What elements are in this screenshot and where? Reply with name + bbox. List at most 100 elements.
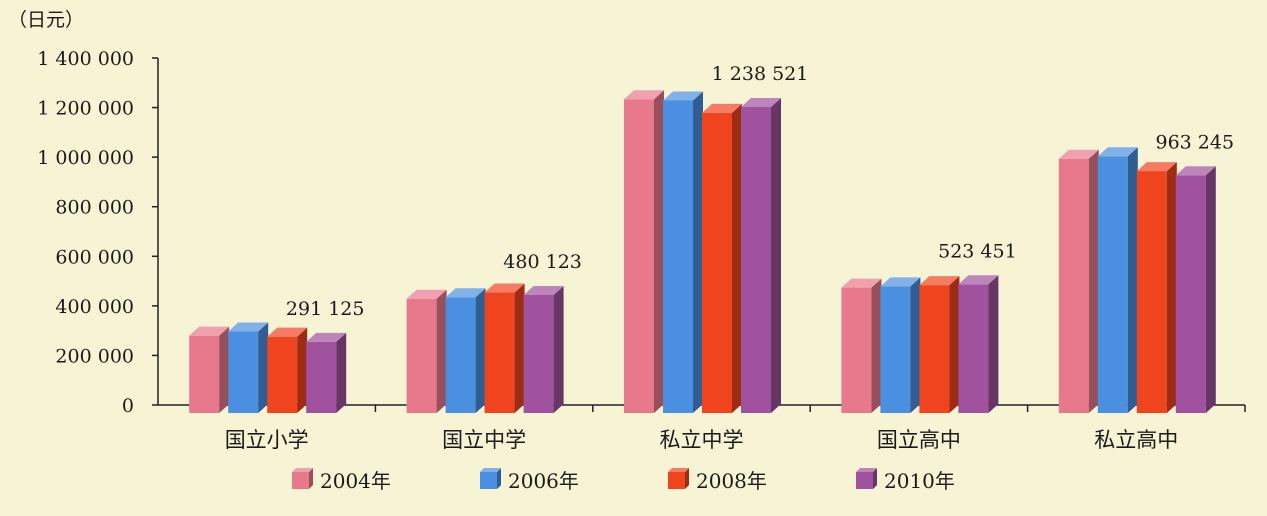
- bar: [406, 289, 447, 413]
- bar-front: [1136, 171, 1167, 413]
- y-tick-label: 1 400 000: [37, 48, 134, 70]
- y-tick-label: 600 000: [55, 246, 134, 268]
- bar-front: [406, 298, 437, 413]
- bar-side: [949, 276, 960, 413]
- legend-label: 2010年: [884, 469, 955, 493]
- data-label: 480 123: [503, 251, 582, 273]
- bar: [702, 103, 742, 413]
- bar-top: [1136, 162, 1177, 172]
- legend-swatch-top: [480, 468, 501, 472]
- bar-front: [958, 284, 989, 413]
- bar-top: [445, 288, 486, 298]
- bar-side: [910, 277, 921, 413]
- legend-label: 2006年: [508, 469, 579, 493]
- bar: [484, 283, 525, 413]
- bar-top: [228, 322, 269, 332]
- bar-front: [1175, 175, 1206, 413]
- bar-side: [693, 91, 703, 413]
- bar-side: [553, 285, 564, 413]
- bar-side: [771, 98, 781, 414]
- bar-side: [436, 289, 447, 413]
- bar-side: [654, 90, 664, 413]
- bar-top: [624, 90, 664, 100]
- bar-side: [988, 275, 999, 413]
- bar: [523, 285, 564, 413]
- bar-front: [1058, 158, 1089, 413]
- bar: [1175, 166, 1216, 413]
- y-unit-label: （日元）: [8, 9, 84, 31]
- bar-side: [475, 288, 486, 413]
- bar-top: [189, 326, 230, 336]
- legend-swatch-top: [668, 468, 689, 472]
- bar-top: [741, 98, 781, 108]
- legend-swatch-side: [497, 468, 501, 489]
- data-label: 963 245: [1156, 131, 1235, 153]
- bar-front: [880, 286, 911, 413]
- bar-front: [841, 287, 872, 413]
- x-category-label: 私立高中: [1094, 428, 1178, 452]
- bar: [841, 278, 882, 413]
- bar-front: [306, 341, 337, 413]
- legend-swatch-side: [873, 468, 877, 489]
- y-tick-label: 200 000: [55, 345, 134, 367]
- data-label: 1 238 521: [712, 63, 809, 85]
- bar-top: [958, 275, 999, 285]
- x-category-label: 国立小学: [225, 428, 309, 452]
- legend-swatch-top: [856, 468, 877, 472]
- bar-front: [523, 294, 554, 413]
- bar-front: [663, 100, 693, 413]
- legend-item: 2008年: [668, 468, 767, 493]
- bar: [624, 90, 664, 413]
- bar-side: [258, 322, 269, 413]
- bar-top: [306, 332, 347, 342]
- bar: [919, 276, 960, 413]
- bar-top: [880, 277, 921, 287]
- bar-side: [219, 326, 230, 413]
- bar-side: [1127, 147, 1138, 413]
- bar-top: [406, 289, 447, 299]
- bar-front: [267, 336, 298, 413]
- y-tick-label: 0: [122, 395, 134, 417]
- legend-item: 2010年: [856, 468, 955, 493]
- legend-label: 2004年: [320, 469, 391, 493]
- bar-top: [1097, 147, 1138, 157]
- bar-top: [523, 285, 564, 295]
- legend-swatch-top: [292, 468, 313, 472]
- legend-swatch: [856, 472, 873, 489]
- x-category-label: 国立高中: [877, 428, 961, 452]
- y-tick-label: 1 200 000: [37, 98, 134, 120]
- legend-swatch: [480, 472, 497, 489]
- bar-side: [514, 283, 525, 413]
- bar-top: [919, 276, 960, 286]
- bar-top: [1175, 166, 1216, 176]
- bar-top: [702, 103, 742, 113]
- bar-front: [445, 297, 476, 413]
- bar-front: [189, 335, 220, 413]
- bar: [267, 327, 308, 413]
- bar-front: [624, 99, 654, 413]
- bar: [228, 322, 269, 413]
- bars: [189, 90, 1216, 414]
- legend-swatch: [292, 472, 309, 489]
- legend-item: 2006年: [480, 468, 579, 493]
- data-label: 291 125: [286, 298, 365, 320]
- bar: [1058, 149, 1099, 413]
- bar: [1136, 162, 1177, 413]
- bar: [1097, 147, 1138, 413]
- bar-front: [1097, 156, 1128, 413]
- bar: [741, 98, 781, 414]
- bar-side: [1088, 149, 1099, 413]
- bar-side: [336, 332, 347, 413]
- legend-item: 2004年: [292, 468, 391, 493]
- legend-swatch-side: [685, 468, 689, 489]
- bar-side: [297, 327, 308, 413]
- bar: [445, 288, 486, 413]
- bar-front: [228, 331, 259, 413]
- bar-top: [841, 278, 882, 288]
- data-label: 523 451: [938, 240, 1017, 262]
- bar: [189, 326, 230, 413]
- bar-side: [1205, 166, 1216, 413]
- legend: 2004年 2006年 2008年 2010年: [292, 468, 955, 493]
